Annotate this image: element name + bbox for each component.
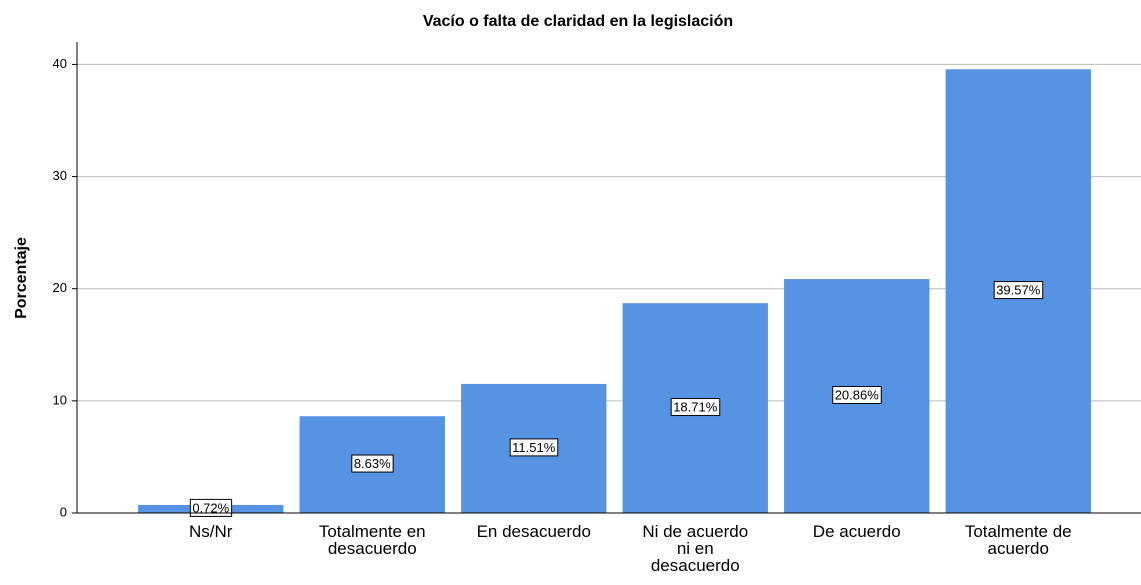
x-tick-label: Ni de acuerdo ni en desacuerdo xyxy=(642,522,749,575)
y-axis-label: Porcentaje xyxy=(13,237,30,319)
value-label-box xyxy=(509,438,559,457)
value-label-box xyxy=(670,398,721,417)
value-label: 20.86% xyxy=(835,387,880,402)
y-tick-label: 30 xyxy=(53,168,67,183)
value-label-box xyxy=(351,454,394,473)
x-tick-label: Ns/Nr xyxy=(189,522,233,541)
y-tick-label: 10 xyxy=(53,392,67,407)
x-tick-label: En desacuerdo xyxy=(476,522,591,541)
chart-title: Vacío o falta de claridad en la legislac… xyxy=(423,13,733,30)
value-label: 0.72% xyxy=(192,500,229,515)
x-tick-label: Totalmente en desacuerdo xyxy=(318,522,426,558)
value-label: 39.57% xyxy=(996,283,1041,298)
value-label: 18.71% xyxy=(673,400,718,415)
value-label: 8.63% xyxy=(354,456,391,471)
y-tick-label: 40 xyxy=(53,56,67,71)
value-label-box xyxy=(993,281,1044,300)
x-tick-label: De acuerdo xyxy=(812,522,901,541)
value-label-box xyxy=(189,498,233,517)
y-tick-label: 0 xyxy=(60,504,67,519)
y-tick-label: 20 xyxy=(53,280,67,295)
value-label-box xyxy=(832,385,882,404)
value-label: 11.51% xyxy=(512,440,556,455)
x-tick-label: Totalmente de acuerdo xyxy=(964,522,1072,558)
